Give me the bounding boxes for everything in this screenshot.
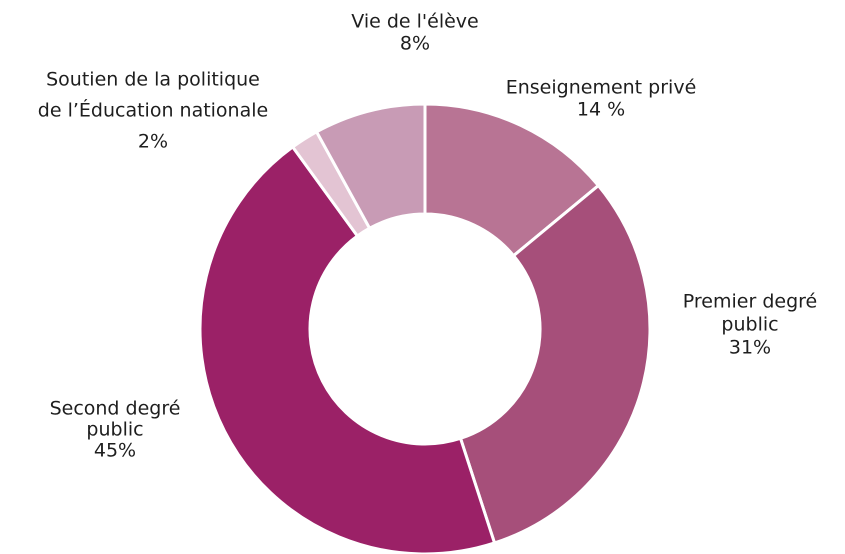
category-label: public: [86, 419, 143, 441]
value-label: 14 %: [577, 99, 625, 121]
category-label: Enseignement privé: [506, 77, 697, 99]
value-label: 45%: [94, 440, 136, 462]
value-label: 8%: [400, 33, 430, 55]
category-label: de l’Éducation nationale: [38, 99, 268, 122]
category-label: Second degré: [50, 398, 181, 420]
category-label: Vie de l'élève: [351, 11, 478, 33]
category-label: public: [721, 314, 778, 336]
donut-slice: [198, 144, 497, 554]
donut-slice: [314, 102, 427, 231]
category-label: Soutien de la politique: [46, 69, 260, 91]
category-label: Premier degré: [683, 291, 817, 313]
value-label: 2%: [138, 131, 168, 153]
value-label: 31%: [729, 337, 771, 359]
donut-slice: [458, 183, 652, 545]
